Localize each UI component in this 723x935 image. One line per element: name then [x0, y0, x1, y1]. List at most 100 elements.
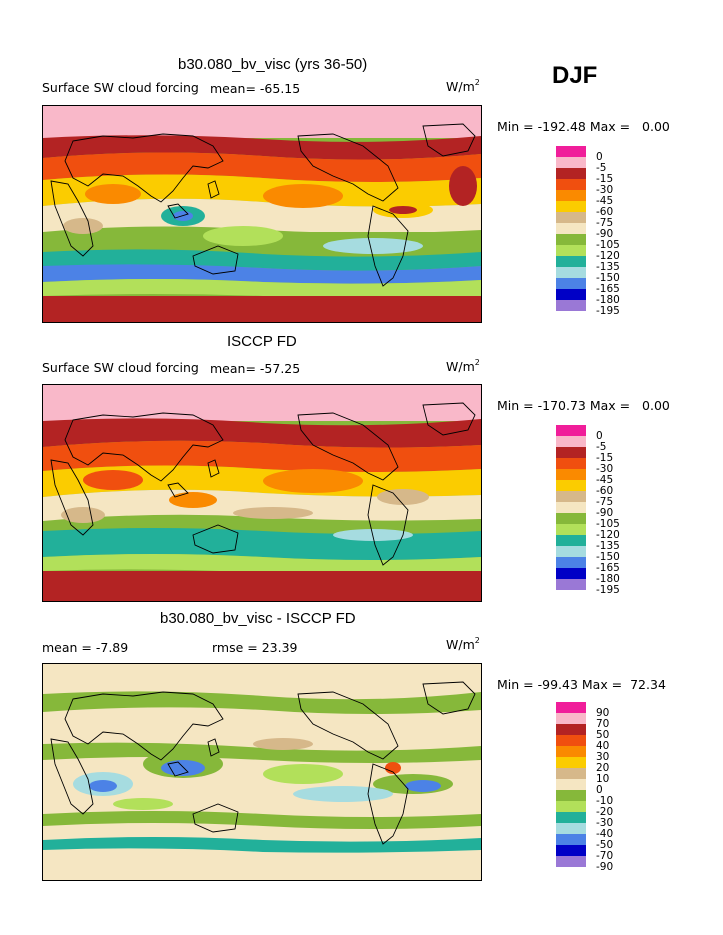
panel3-swatch-8 [556, 790, 586, 801]
panel1-map-svg [43, 106, 481, 322]
panel2-tick: -165 [596, 562, 620, 574]
panel2-tick: -30 [596, 463, 614, 475]
panel3-swatch-13 [556, 845, 586, 856]
panel2-map-svg [43, 385, 481, 601]
panel2-tick: -120 [596, 529, 620, 541]
panel1-tick: -105 [596, 239, 620, 251]
panel3-unit: W/m2 [446, 636, 480, 652]
panel2-tick: -135 [596, 540, 620, 552]
panel2-tick: -105 [596, 518, 620, 530]
panel1-tick: -75 [596, 217, 614, 229]
panel1-tick: -45 [596, 195, 614, 207]
panel3-minmax: Min = -99.43 Max = 72.34 [497, 677, 666, 692]
panel1-swatch-2 [556, 168, 586, 179]
panel3-tick: 50 [596, 729, 610, 741]
panel1-swatch-6 [556, 212, 586, 223]
panel1-swatch-5 [556, 201, 586, 212]
panel1-swatch-1 [556, 157, 586, 168]
panel1-tick: -60 [596, 206, 614, 218]
panel3-tick: 30 [596, 751, 610, 763]
panel1-tick: -5 [596, 162, 607, 174]
panel3-map-svg [43, 664, 481, 880]
season-label: DJF [552, 62, 598, 89]
panel3-swatch-10 [556, 812, 586, 823]
panel2-unit: W/m2 [446, 358, 480, 374]
panel3-mean: mean = -7.89 [42, 640, 129, 655]
panel1-tick: -15 [596, 173, 614, 185]
panel1-swatch-12 [556, 278, 586, 289]
panel1-tick: -30 [596, 184, 614, 196]
panel2-swatch-11 [556, 546, 586, 557]
panel2-tick: -60 [596, 485, 614, 497]
panel3-swatch-3 [556, 735, 586, 746]
panel1-swatch-11 [556, 267, 586, 278]
panel2-swatch-1 [556, 436, 586, 447]
panel1-unit: W/m2 [446, 78, 480, 94]
panel3-tick: -70 [596, 850, 614, 862]
panel3-tick: 0 [596, 784, 603, 796]
panel2-tick: -45 [596, 474, 614, 486]
panel3-swatch-7 [556, 779, 586, 790]
panel2-swatch-12 [556, 557, 586, 568]
panel3-tick: -40 [596, 828, 614, 840]
panel3-swatch-2 [556, 724, 586, 735]
panel1-map [42, 105, 482, 323]
panel3-title: b30.080_bv_visc - ISCCP FD [160, 610, 356, 627]
panel1-swatch-4 [556, 190, 586, 201]
panel1-tick: -165 [596, 283, 620, 295]
panel1-tick: -195 [596, 305, 620, 317]
panel3-tick: 90 [596, 707, 610, 719]
panel1-title: b30.080_bv_visc (yrs 36-50) [178, 56, 368, 73]
panel1-swatch-9 [556, 245, 586, 256]
panel3-swatch-11 [556, 823, 586, 834]
panel2-tick: -180 [596, 573, 620, 585]
panel3-tick: 10 [596, 773, 610, 785]
panel1-swatch-7 [556, 223, 586, 234]
panel2-swatch-5 [556, 480, 586, 491]
panel2-swatch-2 [556, 447, 586, 458]
panel2-tick: -195 [596, 584, 620, 596]
panel3-tick: -20 [596, 806, 614, 818]
panel2-swatch-6 [556, 491, 586, 502]
panel1-tick: -90 [596, 228, 614, 240]
panel1-swatch-3 [556, 179, 586, 190]
panel1-swatch-0 [556, 146, 586, 157]
panel2-mean: mean= -57.25 [210, 361, 301, 376]
panel3-swatch-6 [556, 768, 586, 779]
panel2-swatch-13 [556, 568, 586, 579]
panel1-tick: 0 [596, 151, 603, 163]
panel2-swatch-0 [556, 425, 586, 436]
panel3-swatch-5 [556, 757, 586, 768]
panel3-tick: -50 [596, 839, 614, 851]
panel3-tick: 40 [596, 740, 610, 752]
panel3-tick: -10 [596, 795, 614, 807]
panel1-field-label: Surface SW cloud forcing [42, 80, 199, 95]
panel3-swatch-1 [556, 713, 586, 724]
panel2-tick: -15 [596, 452, 614, 464]
panel2-swatch-8 [556, 513, 586, 524]
panel3-rmse: rmse = 23.39 [212, 640, 298, 655]
panel3-swatch-0 [556, 702, 586, 713]
panel3-tick: 70 [596, 718, 610, 730]
panel2-map [42, 384, 482, 602]
panel3-map [42, 663, 482, 881]
panel1-tick: -120 [596, 250, 620, 262]
panel2-tick: -75 [596, 496, 614, 508]
panel2-swatch-14 [556, 579, 586, 590]
panel2-tick: 0 [596, 430, 603, 442]
panel1-swatch-10 [556, 256, 586, 267]
panel2-swatch-3 [556, 458, 586, 469]
panel1-tick: -135 [596, 261, 620, 273]
panel1-swatch-13 [556, 289, 586, 300]
panel1-minmax: Min = -192.48 Max = 0.00 [497, 119, 670, 134]
panel3-tick: 20 [596, 762, 610, 774]
panel2-title: ISCCP FD [227, 333, 297, 350]
panel2-tick: -5 [596, 441, 607, 453]
panel2-field-label: Surface SW cloud forcing [42, 360, 199, 375]
panel1-tick: -180 [596, 294, 620, 306]
panel2-tick: -90 [596, 507, 614, 519]
panel2-tick: -150 [596, 551, 620, 563]
panel2-swatch-9 [556, 524, 586, 535]
panel1-swatch-8 [556, 234, 586, 245]
panel3-swatch-9 [556, 801, 586, 812]
